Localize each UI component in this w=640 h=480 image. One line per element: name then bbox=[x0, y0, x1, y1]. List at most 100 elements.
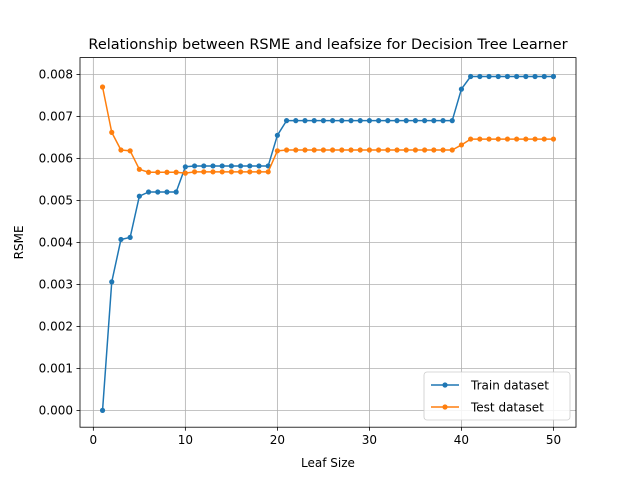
data-point bbox=[256, 163, 262, 169]
series-train-dataset bbox=[99, 73, 557, 413]
data-point bbox=[385, 118, 391, 124]
data-point bbox=[440, 147, 446, 153]
data-point bbox=[302, 118, 308, 124]
y-tick-label: 0.000 bbox=[39, 404, 73, 418]
legend-label-train: Train dataset bbox=[470, 379, 549, 393]
data-point bbox=[504, 136, 511, 142]
chart-title: Relationship between RSME and leafsize f… bbox=[88, 37, 567, 53]
data-point bbox=[422, 147, 428, 153]
data-point bbox=[201, 163, 207, 169]
data-point bbox=[477, 73, 483, 80]
y-axis-label: RSME bbox=[12, 225, 26, 259]
data-point bbox=[394, 118, 400, 124]
data-point bbox=[357, 118, 363, 124]
y-tick-label: 0.001 bbox=[39, 362, 73, 376]
data-point bbox=[274, 148, 280, 154]
data-point bbox=[514, 136, 520, 142]
x-axis-label: Leaf Size bbox=[301, 456, 355, 470]
x-tick-label: 20 bbox=[270, 433, 285, 447]
x-tick-label: 50 bbox=[546, 433, 561, 447]
data-point bbox=[403, 147, 409, 153]
data-point bbox=[412, 147, 419, 153]
data-point bbox=[385, 147, 391, 153]
data-point bbox=[219, 163, 225, 169]
data-point bbox=[311, 118, 317, 124]
legend-marker-test bbox=[442, 404, 448, 410]
legend-box bbox=[423, 371, 571, 421]
data-point bbox=[495, 136, 501, 142]
data-point bbox=[293, 118, 299, 124]
data-point bbox=[541, 73, 547, 80]
data-point bbox=[348, 147, 354, 153]
data-point bbox=[449, 118, 455, 124]
data-point bbox=[274, 132, 280, 138]
y-tick-label: 0.003 bbox=[39, 278, 73, 292]
data-point bbox=[283, 118, 290, 124]
y-tick-label: 0.002 bbox=[39, 320, 73, 334]
data-point bbox=[210, 163, 216, 169]
data-point bbox=[339, 147, 345, 153]
data-point bbox=[173, 189, 179, 195]
data-point bbox=[486, 136, 492, 142]
data-point bbox=[164, 169, 170, 175]
data-point bbox=[366, 147, 373, 153]
x-tick-label: 40 bbox=[454, 433, 469, 447]
data-point bbox=[293, 147, 299, 153]
data-point bbox=[514, 73, 520, 80]
data-point bbox=[145, 169, 152, 175]
data-point bbox=[320, 147, 326, 153]
data-point bbox=[155, 189, 161, 195]
axis-ticks: 0 10 20 30 40 50 0.000 0.001 0.002 0.003 0.004 0.00… bbox=[39, 68, 561, 448]
data-point bbox=[449, 147, 455, 153]
data-point bbox=[541, 136, 547, 142]
data-point bbox=[468, 136, 474, 142]
grid bbox=[80, 57, 576, 428]
legend-marker-train bbox=[442, 382, 448, 388]
data-point bbox=[247, 163, 253, 169]
legend: Train dataset Test dataset bbox=[423, 371, 571, 421]
y-tick-label: 0.005 bbox=[39, 194, 73, 208]
data-point bbox=[145, 189, 152, 195]
x-tick-label: 0 bbox=[90, 433, 98, 447]
data-point bbox=[376, 118, 382, 124]
data-point bbox=[219, 169, 225, 175]
data-point bbox=[394, 147, 400, 153]
data-point bbox=[412, 118, 419, 124]
data-point bbox=[155, 169, 161, 175]
data-point bbox=[440, 118, 446, 124]
data-point bbox=[330, 147, 336, 153]
y-tick-label: 0.007 bbox=[39, 110, 73, 124]
data-point bbox=[99, 407, 106, 413]
data-point bbox=[237, 169, 244, 175]
data-point bbox=[127, 148, 133, 154]
data-point bbox=[458, 86, 465, 92]
data-point bbox=[283, 147, 290, 153]
data-point bbox=[311, 147, 317, 153]
data-point bbox=[136, 166, 142, 172]
data-point bbox=[532, 136, 538, 142]
data-point bbox=[109, 129, 115, 135]
data-point bbox=[339, 118, 345, 124]
data-point bbox=[201, 169, 207, 175]
data-point bbox=[458, 142, 465, 148]
data-point bbox=[210, 169, 216, 175]
y-tick-label: 0.006 bbox=[39, 152, 73, 166]
data-point bbox=[550, 136, 557, 142]
x-tick-label: 30 bbox=[362, 433, 377, 447]
data-point bbox=[532, 73, 538, 80]
data-point bbox=[523, 73, 529, 80]
data-point bbox=[228, 169, 234, 175]
data-point bbox=[265, 169, 271, 175]
data-point bbox=[109, 279, 115, 285]
data-point bbox=[357, 147, 363, 153]
data-point bbox=[256, 169, 262, 175]
data-point bbox=[118, 236, 124, 243]
data-point bbox=[330, 118, 336, 124]
data-point bbox=[191, 169, 198, 175]
series-group bbox=[99, 73, 557, 413]
data-point bbox=[468, 73, 474, 80]
data-point bbox=[228, 163, 234, 169]
series-test-dataset bbox=[99, 84, 557, 176]
data-point bbox=[431, 147, 437, 153]
